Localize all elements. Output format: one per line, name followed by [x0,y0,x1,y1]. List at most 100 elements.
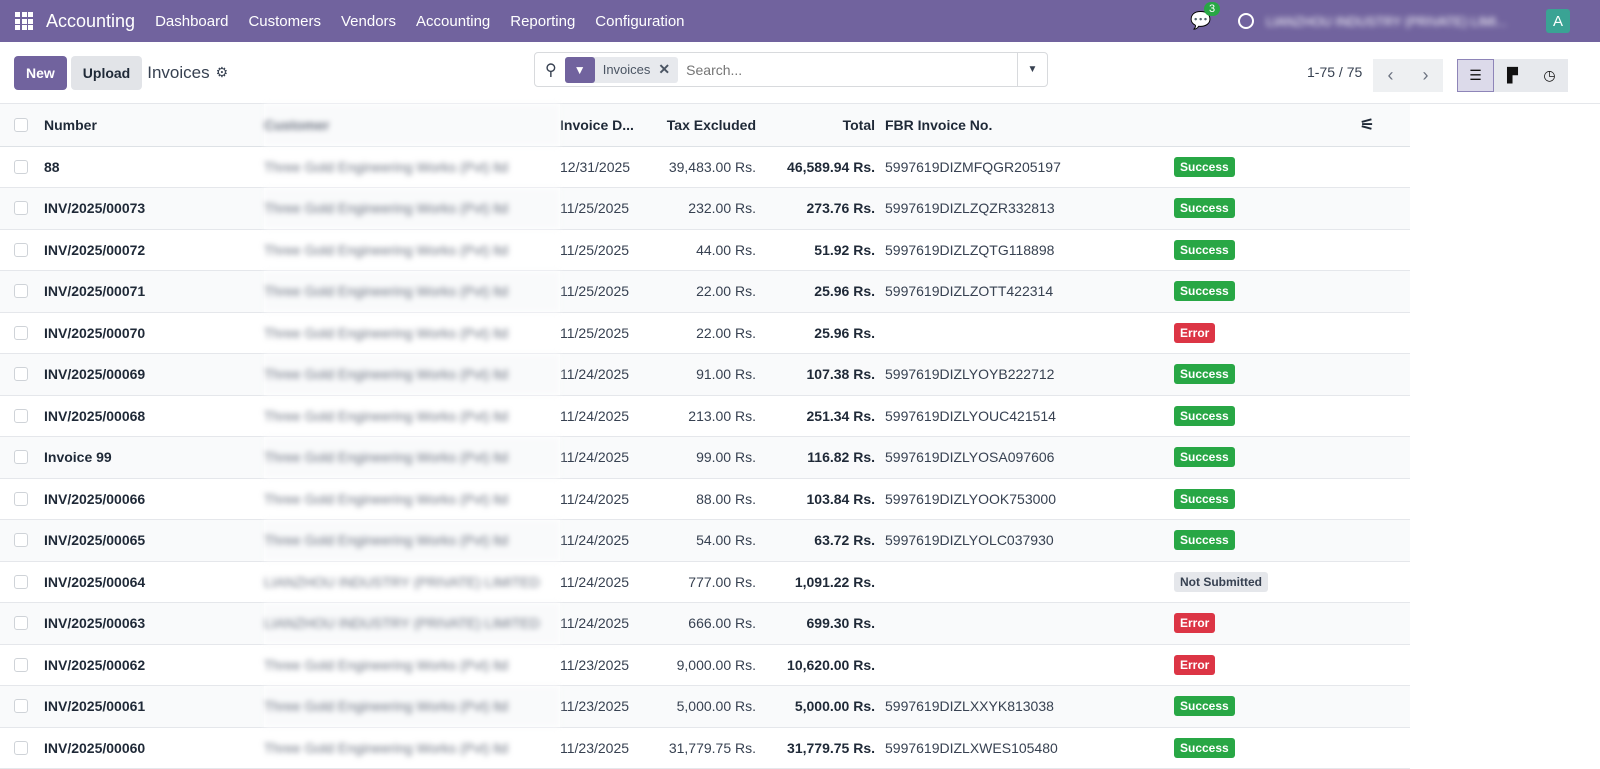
company-switcher[interactable]: LIANZHOU INDUSTRY (PRIVATE) LIMI... [1266,13,1508,29]
row-checkbox[interactable] [14,201,28,216]
list-view-button[interactable]: ☰ [1457,59,1494,92]
row-checkbox[interactable] [14,699,28,714]
fbr-invoice-no: 5997619DIZLYOLC037930 [875,519,1174,562]
table-row[interactable]: INV/2025/00060 Three Gold Engineering Wo… [0,727,1410,769]
invoice-date: 11/24/2025 [560,519,650,562]
table-row[interactable]: INV/2025/00065 Three Gold Engineering Wo… [0,519,1410,562]
fbr-invoice-no: 5997619DIZLZQZR332813 [875,187,1174,230]
tax-excluded: 91.00 Rs. [650,353,756,396]
messages-button[interactable]: 💬 3 [1190,2,1221,31]
menu-reporting[interactable]: Reporting [510,12,576,30]
tax-excluded: 54.00 Rs. [650,519,756,562]
header-total[interactable]: Total [756,104,875,147]
row-checkbox[interactable] [14,491,28,506]
invoice-date: 11/25/2025 [560,312,650,354]
table-row[interactable]: INV/2025/00069 Three Gold Engineering Wo… [0,353,1410,396]
row-checkbox[interactable] [14,616,28,631]
header-customer[interactable]: Customer [264,104,560,147]
table-row[interactable]: INV/2025/00062 Three Gold Engineering Wo… [0,644,1410,686]
row-checkbox[interactable] [14,740,28,755]
pager-next-button[interactable]: › [1408,59,1443,92]
fbr-invoice-no: 5997619DIZLYOUC421514 [875,395,1174,437]
invoice-number: INV/2025/00071 [44,270,264,313]
row-checkbox[interactable] [14,574,28,589]
pager-previous-button[interactable]: ‹ [1373,59,1408,92]
row-checkbox[interactable] [14,242,28,257]
tax-excluded: 22.00 Rs. [650,312,756,354]
invoice-number: INV/2025/00073 [44,187,264,230]
app-name[interactable]: Accounting [46,10,136,31]
table-row[interactable]: INV/2025/00061 Three Gold Engineering Wo… [0,685,1410,728]
pager-value[interactable]: 1-75 / 75 [1307,64,1363,80]
header-tax-excluded[interactable]: Tax Excluded [650,104,756,147]
apps-menu-icon[interactable] [15,12,33,30]
messages-count-badge: 3 [1204,2,1221,16]
fbr-invoice-no [875,312,1174,354]
header-fbr-invoice-no[interactable]: FBR Invoice No. [875,104,1174,147]
menu-accounting[interactable]: Accounting [416,12,491,30]
status-badge: Success [1174,281,1235,302]
table-row[interactable]: INV/2025/00071 Three Gold Engineering Wo… [0,270,1410,313]
table-row[interactable]: Invoice 99 Three Gold Engineering Works … [0,436,1410,479]
select-all-checkbox[interactable] [14,117,28,132]
invoice-date: 11/24/2025 [560,602,650,645]
invoice-date: 11/25/2025 [560,270,650,313]
status-badge: Success [1174,447,1235,468]
row-checkbox[interactable] [14,159,28,174]
row-checkbox[interactable] [14,325,28,340]
customer-name: LIANZHOU INDUSTRY (PRIVATE) LIMITED [264,561,560,603]
invoices-table: Number Customer Invoice D... Tax Exclude… [0,104,1410,769]
total: 5,000.00 Rs. [756,685,875,728]
table-row[interactable]: INV/2025/00073 Three Gold Engineering Wo… [0,187,1410,230]
fbr-invoice-no: 5997619DIZLXWES105480 [875,727,1174,769]
activity-clock-icon[interactable] [1238,13,1254,29]
row-checkbox[interactable] [14,408,28,423]
search-icon[interactable]: ⚲ [545,61,557,79]
user-avatar[interactable]: A [1546,9,1570,33]
search-input[interactable] [686,61,997,78]
gear-icon[interactable]: ⚙ [215,64,229,80]
row-checkbox[interactable] [14,450,28,465]
status-badge: Success [1174,696,1235,717]
table-row[interactable]: INV/2025/00064 LIANZHOU INDUSTRY (PRIVAT… [0,561,1410,603]
facet-label: Invoices [602,62,651,77]
table-row[interactable]: 88 Three Gold Engineering Works (Pvt) lt… [0,146,1410,188]
menu-dashboard[interactable]: Dashboard [155,12,229,30]
total: 31,779.75 Rs. [756,727,875,769]
status-badge: Success [1174,488,1235,509]
total: 107.38 Rs. [756,353,875,396]
table-row[interactable]: INV/2025/00066 Three Gold Engineering Wo… [0,478,1410,520]
upload-button[interactable]: Upload [70,55,143,90]
menu-configuration[interactable]: Configuration [595,12,685,30]
row-checkbox[interactable] [14,533,28,548]
activity-view-button[interactable]: ◷ [1531,59,1568,92]
status-badge: Success [1174,156,1235,177]
row-checkbox[interactable] [14,367,28,382]
row-checkbox[interactable] [14,284,28,299]
invoice-date: 11/24/2025 [560,436,650,479]
table-row[interactable]: INV/2025/00070 Three Gold Engineering Wo… [0,312,1410,354]
remove-facet-icon[interactable]: ✕ [658,61,671,77]
row-checkbox[interactable] [14,657,28,672]
kanban-view-button[interactable]: ▛ [1494,59,1531,92]
invoice-date: 11/23/2025 [560,644,650,686]
table-row[interactable]: INV/2025/00072 Three Gold Engineering Wo… [0,229,1410,271]
tax-excluded: 44.00 Rs. [650,229,756,271]
tax-excluded: 39,483.00 Rs. [650,146,756,188]
header-invoice-date[interactable]: Invoice D... [560,104,650,147]
tax-excluded: 213.00 Rs. [650,395,756,437]
invoice-number: INV/2025/00062 [44,644,264,686]
fbr-invoice-no: 5997619DIZLYOYB222712 [875,353,1174,396]
status-badge: Error [1174,322,1216,343]
top-navbar: Accounting Dashboard Customers Vendors A… [0,0,1600,42]
header-number[interactable]: Number [44,104,264,147]
status-badge: Error [1174,613,1216,634]
table-row[interactable]: INV/2025/00068 Three Gold Engineering Wo… [0,395,1410,437]
new-button[interactable]: New [14,55,67,90]
fbr-invoice-no [875,561,1174,603]
menu-customers[interactable]: Customers [248,12,321,30]
optional-columns-icon[interactable]: ⚟ [1360,116,1375,134]
table-row[interactable]: INV/2025/00063 LIANZHOU INDUSTRY (PRIVAT… [0,602,1410,645]
menu-vendors[interactable]: Vendors [340,12,397,30]
search-options-toggle[interactable]: ▼ [1017,53,1047,86]
